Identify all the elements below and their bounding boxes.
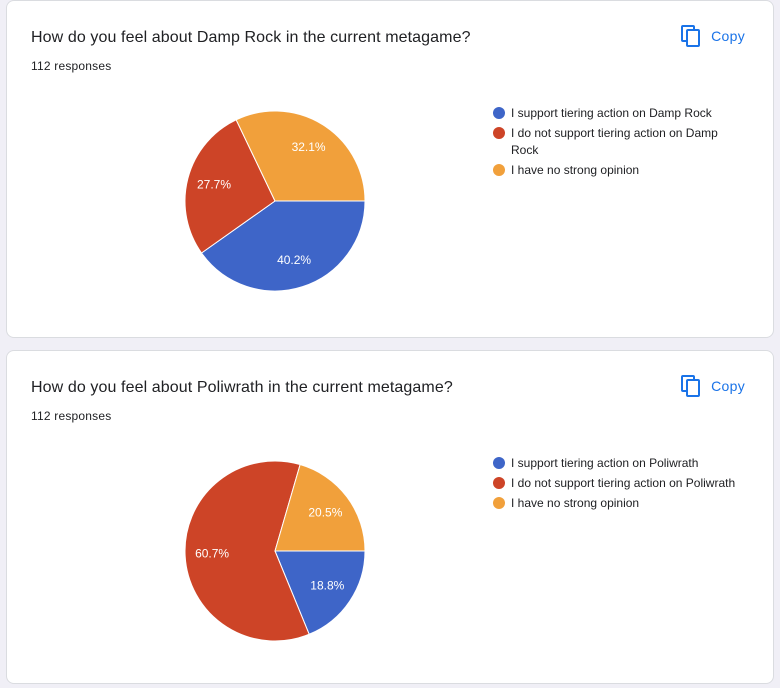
legend-swatch bbox=[493, 164, 505, 176]
pie-chart: 18.8% 60.7% 20.5% bbox=[184, 460, 366, 642]
legend-label: I have no strong opinion bbox=[511, 496, 640, 510]
legend-swatch bbox=[493, 457, 505, 469]
question-card-poliwrath: How do you feel about Poliwrath in the c… bbox=[6, 350, 774, 684]
copy-chart-button[interactable]: Copy bbox=[681, 375, 745, 397]
legend-label: I support tiering action on Damp Rock bbox=[511, 106, 712, 120]
legend-item-no-opinion: I have no strong opinion bbox=[493, 162, 743, 179]
legend-item-support: I support tiering action on Damp Rock bbox=[493, 105, 743, 122]
legend-swatch bbox=[493, 107, 505, 119]
legend-label: I do not support tiering action on Damp … bbox=[511, 126, 718, 157]
response-count: 112 responses bbox=[31, 409, 112, 423]
slice-oppose bbox=[184, 460, 310, 642]
slice-percentage-label: 27.7% bbox=[197, 177, 231, 191]
slice-percentage-label: 20.5% bbox=[308, 505, 342, 519]
copy-icon bbox=[681, 25, 701, 47]
slice-no-opinion bbox=[274, 463, 366, 552]
slice-percentage-label: 40.2% bbox=[277, 253, 311, 267]
question-title: How do you feel about Poliwrath in the c… bbox=[31, 379, 453, 396]
slice-oppose bbox=[184, 119, 276, 254]
chart-legend: I support tiering action on Damp Rock I d… bbox=[493, 105, 743, 182]
response-count: 112 responses bbox=[31, 59, 112, 73]
legend-swatch bbox=[493, 127, 505, 139]
slice-percentage-label: 32.1% bbox=[292, 140, 326, 154]
pie-chart: 40.2% 27.7% 32.1% bbox=[184, 110, 366, 292]
legend-item-oppose: I do not support tiering action on Damp … bbox=[493, 125, 743, 159]
legend-item-support: I support tiering action on Poliwrath bbox=[493, 455, 743, 472]
slice-no-opinion bbox=[235, 110, 366, 202]
copy-icon bbox=[681, 375, 701, 397]
legend-label: I do not support tiering action on Poliw… bbox=[511, 476, 736, 490]
question-title: How do you feel about Damp Rock in the c… bbox=[31, 29, 471, 46]
slice-percentage-label: 60.7% bbox=[195, 547, 229, 561]
copy-label: Copy bbox=[711, 28, 745, 44]
legend-label: I have no strong opinion bbox=[511, 163, 640, 177]
chart-legend: I support tiering action on Poliwrath I d… bbox=[493, 455, 743, 515]
question-card-damp-rock: How do you feel about Damp Rock in the c… bbox=[6, 0, 774, 338]
slice-support bbox=[274, 550, 366, 635]
legend-item-no-opinion: I have no strong opinion bbox=[493, 495, 743, 512]
legend-item-oppose: I do not support tiering action on Poliw… bbox=[493, 475, 743, 492]
slice-percentage-label: 18.8% bbox=[310, 578, 344, 592]
legend-swatch bbox=[493, 477, 505, 489]
legend-swatch bbox=[493, 497, 505, 509]
copy-chart-button[interactable]: Copy bbox=[681, 25, 745, 47]
slice-support bbox=[200, 200, 366, 292]
legend-label: I support tiering action on Poliwrath bbox=[511, 456, 699, 470]
copy-label: Copy bbox=[711, 378, 745, 394]
